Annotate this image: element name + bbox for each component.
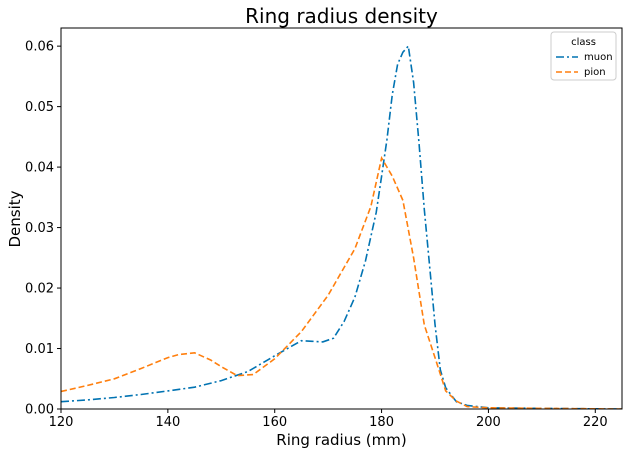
x-tick-label: 200 (476, 415, 501, 430)
y-tick-label: 0.04 (25, 161, 54, 176)
axes-frame (60, 27, 623, 410)
y-tick-label: 0.06 (25, 40, 54, 55)
x-tick-label: 120 (49, 415, 74, 430)
x-tick-label: 220 (583, 415, 608, 430)
chart-title: Ring radius density (245, 4, 438, 28)
x-tick-label: 180 (369, 415, 394, 430)
plot-background (61, 28, 622, 409)
plot-area (60, 27, 623, 410)
y-tick-label: 0.05 (25, 100, 54, 115)
legend-label-muon: muon (584, 52, 613, 63)
y-axis-label: Density (6, 190, 24, 247)
y-tick-label: 0.00 (25, 403, 54, 418)
series-line-muon (61, 44, 622, 409)
x-axis-ticks: 120 140 160 180 200 220 (49, 409, 608, 430)
y-tick-label: 0.03 (25, 221, 54, 236)
x-axis-label: Ring radius (mm) (276, 431, 406, 449)
y-tick-label: 0.02 (25, 282, 54, 297)
series-line-pion (61, 155, 622, 409)
legend-frame (550, 31, 617, 81)
y-tick-label: 0.01 (25, 342, 54, 357)
legend-label-pion: pion (584, 67, 606, 78)
x-tick-label: 160 (262, 415, 287, 430)
legend-title: class (571, 37, 596, 48)
x-tick-label: 140 (155, 415, 180, 430)
y-axis-ticks: 0.00 0.01 0.02 0.03 0.04 0.05 0.06 (25, 40, 61, 418)
legend: class muon pion (550, 31, 617, 81)
